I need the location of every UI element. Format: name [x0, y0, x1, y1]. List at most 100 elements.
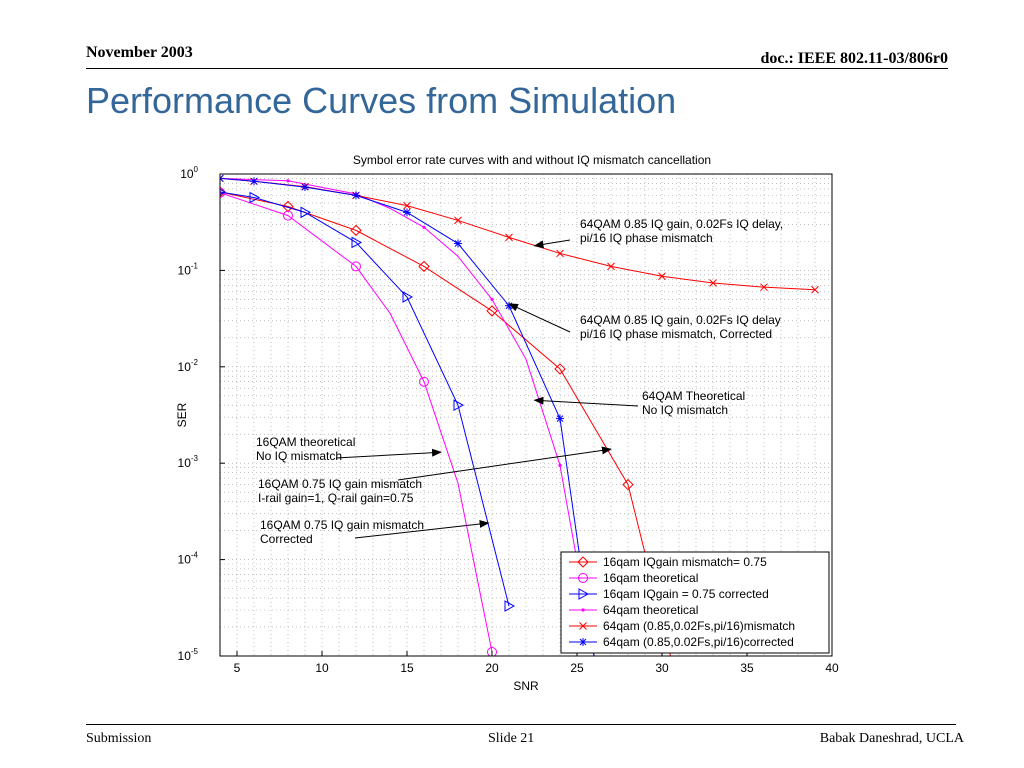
series-line — [220, 191, 510, 607]
marker-x-stroke — [556, 249, 564, 258]
series-5 — [220, 174, 595, 656]
marker-asterisk-stroke — [220, 177, 224, 182]
marker-triangle — [300, 206, 312, 219]
marker-diamond — [554, 363, 566, 375]
marker-circle — [487, 647, 497, 656]
legend-label: 64qam (0.85,0.02Fs,pi/16)corrected — [603, 635, 794, 649]
marker-x — [658, 272, 666, 281]
marker-circle — [283, 210, 293, 221]
marker-x-stroke — [579, 622, 587, 630]
annotation-layer: 64QAM 0.85 IQ gain, 0.02Fs IQ delay,pi/1… — [256, 217, 783, 546]
annotation-arrow — [508, 303, 571, 333]
y-tick-base: 10 — [178, 553, 192, 567]
y-tick-label: 10-4 — [178, 551, 199, 567]
marker-asterisk — [250, 177, 258, 186]
annotation-arrow — [397, 446, 612, 481]
marker-x — [454, 216, 462, 225]
plot-frame — [219, 173, 833, 657]
marker-x — [811, 285, 819, 294]
marker-asterisk-stroke — [250, 177, 258, 185]
legend-label: 16qam IQgain = 0.75 corrected — [603, 587, 769, 601]
annotation-1: 64QAM 0.85 IQ gain, 0.02Fs IQ delaypi/16… — [508, 303, 781, 341]
y-tick-base: 10 — [178, 649, 192, 663]
series-line — [220, 192, 493, 653]
annotation-text: No IQ mismatch — [256, 449, 342, 463]
legend-entry-2: 16qam IQgain = 0.75 corrected — [569, 587, 769, 601]
y-tick-exponent: -3 — [191, 454, 199, 463]
annotation-text: 16QAM 0.75 IQ gain mismatch — [260, 518, 424, 532]
marker-diamond — [418, 260, 430, 273]
marker-circle — [351, 261, 361, 272]
annotation-text: 64QAM Theoretical — [642, 389, 745, 403]
legend-label: 64qam (0.85,0.02Fs,pi/16)mismatch — [603, 619, 795, 633]
marker-x — [709, 279, 717, 287]
marker-asterisk — [301, 183, 309, 192]
marker-x — [760, 283, 768, 292]
marker-x-stroke — [505, 233, 513, 242]
header-doc-id: doc.: IEEE 802.11-03/806r0 — [760, 50, 948, 67]
annotation-arrow — [335, 448, 442, 459]
marker-asterisk — [579, 638, 587, 646]
marker-asterisk — [505, 301, 513, 310]
annotation-0: 64QAM 0.85 IQ gain, 0.02Fs IQ delay,pi/1… — [533, 217, 783, 249]
marker-asterisk-stroke — [579, 638, 587, 646]
y-tick-label: 10-1 — [178, 261, 199, 277]
marker-x-stroke — [760, 283, 768, 292]
x-axis-label: SNR — [513, 679, 539, 693]
annotation-text: Corrected — [260, 532, 313, 546]
series-2 — [220, 188, 516, 612]
legend-box — [560, 551, 830, 654]
header-divider — [86, 68, 948, 69]
y-tick-label: 10-2 — [178, 358, 199, 374]
marker-asterisk-stroke — [220, 175, 224, 180]
legend-entry-0: 16qam IQgain mismatch= 0.75 — [569, 555, 767, 569]
y-tick-exponent: 0 — [194, 165, 199, 174]
x-tick-label: 30 — [655, 661, 669, 675]
series-4 — [220, 174, 819, 294]
marker-dot — [558, 463, 562, 467]
footer-submission: Submission — [86, 731, 152, 746]
marker-asterisk-stroke — [454, 240, 462, 247]
marker-asterisk-stroke — [352, 192, 360, 199]
annotation-arrow — [354, 519, 490, 539]
y-tick-exponent: -2 — [191, 358, 199, 367]
y-tick-exponent: -4 — [191, 551, 199, 560]
legend-label: 16qam theoretical — [603, 571, 698, 585]
marker-diamond — [622, 478, 634, 491]
marker-asterisk — [403, 208, 411, 217]
y-tick-base: 10 — [178, 360, 192, 374]
legend-label: 64qam theoretical — [603, 603, 698, 617]
series-line — [220, 177, 595, 656]
marker-diamond — [577, 556, 589, 568]
marker-x — [607, 262, 615, 271]
slide-title: Performance Curves from Simulation — [86, 80, 677, 121]
marker-asterisk — [220, 174, 224, 183]
y-tick-label: 100 — [180, 165, 198, 181]
marker-x — [556, 249, 564, 258]
legend-entry-1: 16qam theoretical — [569, 571, 698, 585]
chart-title: Symbol error rate curves with and withou… — [353, 153, 711, 167]
y-tick-exponent: -5 — [191, 647, 199, 656]
marker-dot — [422, 225, 426, 229]
marker-diamond — [220, 186, 226, 198]
marker-triangle — [453, 399, 465, 412]
x-tick-label: 20 — [485, 661, 499, 675]
x-tick-label: 35 — [740, 661, 754, 675]
marker-asterisk — [352, 191, 360, 200]
legend-entry-5: 64qam (0.85,0.02Fs,pi/16)corrected — [569, 635, 794, 649]
annotation-text: No IQ mismatch — [642, 403, 728, 417]
annotation-text: pi/16 IQ phase mismatch, Corrected — [580, 327, 772, 341]
header-date: November 2003 — [86, 44, 193, 61]
x-tick-label: 25 — [570, 661, 584, 675]
y-tick-base: 10 — [178, 456, 192, 470]
annotation-text: 16QAM theoretical — [256, 435, 355, 449]
chart-legend: 16qam IQgain mismatch= 0.75 16qam theoret… — [560, 551, 830, 654]
marker-dot — [286, 179, 290, 183]
legend-label: 16qam IQgain mismatch= 0.75 — [603, 555, 767, 569]
ser-chart: Symbol error rate curves with and withou… — [175, 153, 839, 693]
marker-x — [505, 233, 513, 242]
marker-diamond — [486, 305, 498, 317]
